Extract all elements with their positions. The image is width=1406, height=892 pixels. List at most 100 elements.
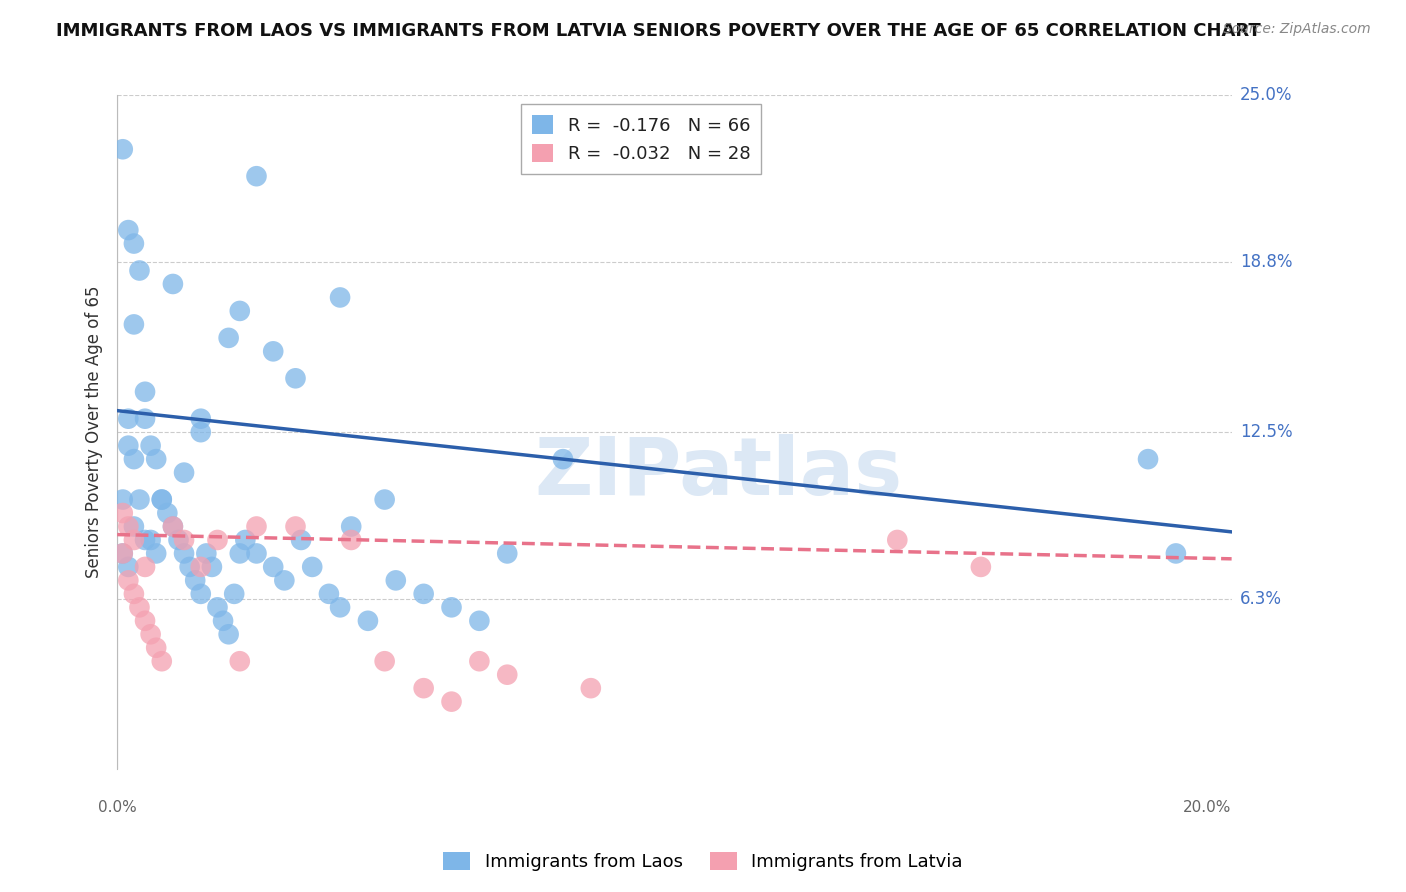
Point	[245, 519, 267, 533]
Point	[122, 533, 145, 547]
Point	[122, 452, 145, 467]
Legend: R =  -0.176   N = 66, R =  -0.032   N = 28: R = -0.176 N = 66, R = -0.032 N = 28	[520, 104, 761, 174]
Point	[412, 681, 434, 695]
Point	[162, 519, 184, 533]
Point	[468, 614, 491, 628]
Text: ZIPatlas: ZIPatlas	[534, 434, 903, 512]
Point	[318, 587, 340, 601]
Point	[139, 627, 162, 641]
Point	[579, 681, 602, 695]
Point	[190, 587, 212, 601]
Point	[167, 533, 190, 547]
Point	[970, 560, 993, 574]
Point	[207, 600, 229, 615]
Point	[273, 574, 295, 588]
Point	[218, 331, 240, 345]
Text: IMMIGRANTS FROM LAOS VS IMMIGRANTS FROM LATVIA SENIORS POVERTY OVER THE AGE OF 6: IMMIGRANTS FROM LAOS VS IMMIGRANTS FROM …	[56, 22, 1261, 40]
Point	[290, 533, 312, 547]
Text: 6.3%: 6.3%	[1240, 591, 1282, 608]
Point	[201, 560, 224, 574]
Point	[122, 236, 145, 251]
Point	[329, 600, 352, 615]
Point	[301, 560, 323, 574]
Point	[117, 223, 139, 237]
Point	[340, 519, 363, 533]
Point	[262, 344, 284, 359]
Point	[374, 654, 396, 668]
Text: 12.5%: 12.5%	[1240, 423, 1292, 442]
Point	[145, 452, 167, 467]
Point	[134, 533, 156, 547]
Point	[117, 411, 139, 425]
Point	[284, 519, 307, 533]
Point	[245, 169, 267, 184]
Point	[374, 492, 396, 507]
Point	[156, 506, 179, 520]
Point	[134, 411, 156, 425]
Point	[134, 614, 156, 628]
Point	[496, 546, 519, 560]
Point	[111, 546, 134, 560]
Point	[145, 546, 167, 560]
Point	[218, 627, 240, 641]
Text: 20.0%: 20.0%	[1184, 799, 1232, 814]
Point	[173, 533, 195, 547]
Point	[150, 492, 173, 507]
Point	[122, 318, 145, 332]
Point	[150, 492, 173, 507]
Point	[207, 533, 229, 547]
Point	[117, 519, 139, 533]
Point	[117, 560, 139, 574]
Point	[262, 560, 284, 574]
Point	[111, 546, 134, 560]
Point	[128, 492, 150, 507]
Point	[329, 290, 352, 304]
Point	[179, 560, 201, 574]
Point	[122, 587, 145, 601]
Point	[340, 533, 363, 547]
Text: 25.0%: 25.0%	[1240, 87, 1292, 104]
Point	[551, 452, 574, 467]
Point	[224, 587, 246, 601]
Text: Source: ZipAtlas.com: Source: ZipAtlas.com	[1223, 22, 1371, 37]
Point	[245, 546, 267, 560]
Point	[440, 600, 463, 615]
Legend: Immigrants from Laos, Immigrants from Latvia: Immigrants from Laos, Immigrants from La…	[436, 845, 970, 879]
Point	[111, 142, 134, 156]
Point	[886, 533, 908, 547]
Point	[139, 439, 162, 453]
Point	[162, 277, 184, 291]
Text: 18.8%: 18.8%	[1240, 253, 1292, 271]
Point	[1164, 546, 1187, 560]
Point	[128, 600, 150, 615]
Point	[190, 411, 212, 425]
Point	[190, 425, 212, 440]
Point	[145, 640, 167, 655]
Point	[440, 695, 463, 709]
Point	[195, 546, 218, 560]
Point	[173, 546, 195, 560]
Point	[117, 439, 139, 453]
Point	[229, 654, 252, 668]
Point	[190, 560, 212, 574]
Text: 0.0%: 0.0%	[98, 799, 136, 814]
Point	[162, 519, 184, 533]
Point	[134, 560, 156, 574]
Point	[385, 574, 408, 588]
Point	[139, 533, 162, 547]
Point	[212, 614, 235, 628]
Point	[412, 587, 434, 601]
Point	[122, 519, 145, 533]
Point	[235, 533, 257, 547]
Point	[1137, 452, 1160, 467]
Point	[284, 371, 307, 385]
Point	[111, 506, 134, 520]
Point	[173, 466, 195, 480]
Point	[357, 614, 380, 628]
Point	[134, 384, 156, 399]
Point	[468, 654, 491, 668]
Y-axis label: Seniors Poverty Over the Age of 65: Seniors Poverty Over the Age of 65	[86, 286, 103, 578]
Point	[117, 574, 139, 588]
Point	[229, 546, 252, 560]
Point	[184, 574, 207, 588]
